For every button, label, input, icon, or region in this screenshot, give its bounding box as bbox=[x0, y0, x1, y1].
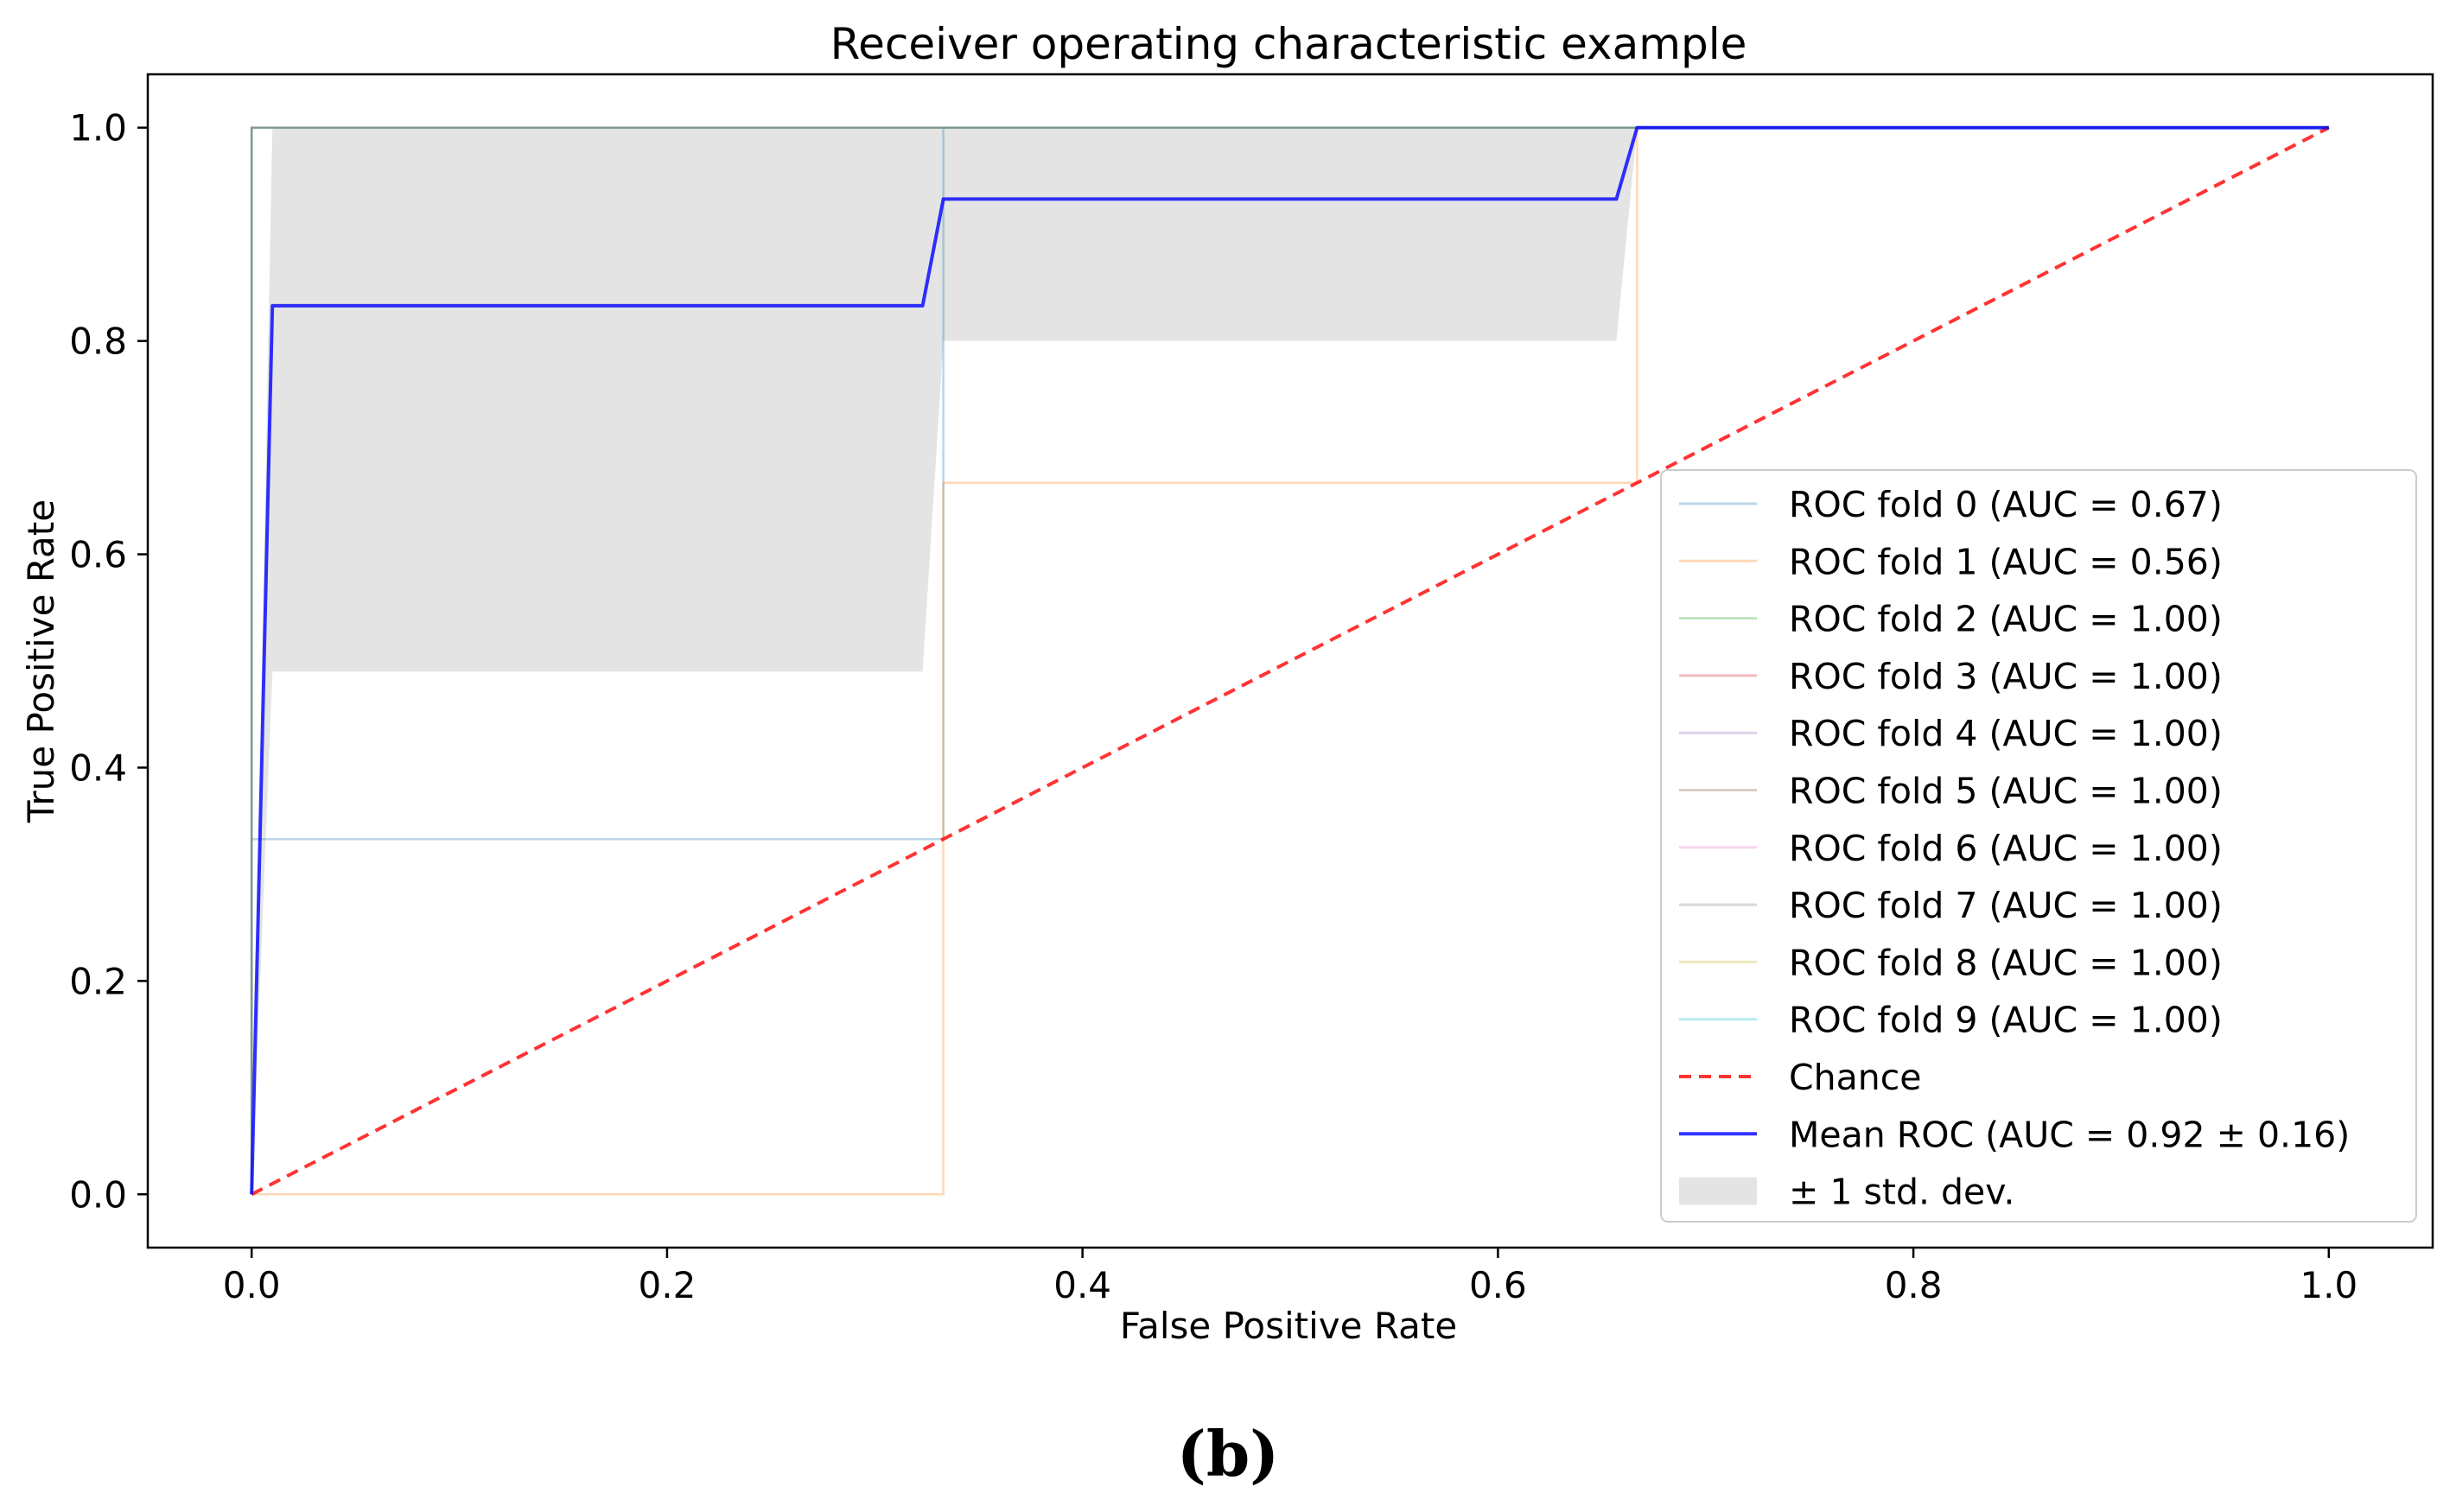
x-tick-label: 0.0 bbox=[223, 1264, 281, 1306]
legend-label: ROC fold 6 (AUC = 1.00) bbox=[1789, 828, 2223, 869]
x-tick-label: 0.6 bbox=[1469, 1264, 1527, 1306]
x-tick-label: 0.8 bbox=[1885, 1264, 1943, 1306]
legend-label: ROC fold 0 (AUC = 0.67) bbox=[1789, 484, 2223, 525]
y-tick-label: 1.0 bbox=[69, 107, 127, 149]
legend-label: ROC fold 5 (AUC = 1.00) bbox=[1789, 771, 2223, 812]
y-tick-label: 0.8 bbox=[69, 321, 127, 363]
y-tick-label: 0.0 bbox=[69, 1173, 127, 1216]
legend-label: ROC fold 4 (AUC = 1.00) bbox=[1789, 713, 2223, 754]
axes-frame bbox=[146, 73, 2434, 1249]
mean-roc-line bbox=[250, 125, 2329, 1195]
legend-handle-std-band bbox=[1679, 1177, 1757, 1205]
x-axis-label: False Positive Rate bbox=[1120, 1305, 1457, 1347]
legend-label: ROC fold 1 (AUC = 0.56) bbox=[1789, 541, 2223, 582]
legend: ROC fold 0 (AUC = 0.67) ROC fold 1 (AUC =… bbox=[1660, 469, 2417, 1223]
figure-caption: (b) bbox=[1176, 1417, 1280, 1490]
x-tick-label: 1.0 bbox=[2300, 1264, 2357, 1306]
legend-label: Chance bbox=[1789, 1057, 1922, 1098]
std-dev-band bbox=[251, 127, 2329, 1195]
legend-frame bbox=[1660, 469, 2417, 1223]
legend-label: ROC fold 3 (AUC = 1.00) bbox=[1789, 656, 2223, 697]
legend-label: ± 1 std. dev. bbox=[1789, 1172, 2014, 1213]
x-tick-label: 0.2 bbox=[639, 1264, 697, 1306]
chance-line bbox=[251, 125, 2330, 1197]
y-tick-label: 0.2 bbox=[69, 960, 127, 1002]
x-tick-label: 0.4 bbox=[1053, 1264, 1111, 1306]
legend-label: Mean ROC (AUC = 0.92 ± 0.16) bbox=[1789, 1114, 2350, 1155]
legend-label: ROC fold 7 (AUC = 1.00) bbox=[1789, 885, 2223, 926]
chart-title: Receiver operating characteristic exampl… bbox=[830, 19, 1747, 69]
legend-label: ROC fold 9 (AUC = 1.00) bbox=[1789, 1000, 2223, 1041]
y-axis-label: True Positive Rate bbox=[20, 499, 62, 823]
legend-label: ROC fold 8 (AUC = 1.00) bbox=[1789, 942, 2223, 983]
legend-label: ROC fold 2 (AUC = 1.00) bbox=[1789, 599, 2223, 640]
plot-area: 0.0 0.2 0.4 0.6 0.8 1.0 0.0 0.2 0.4 0.6 0.8 1.0 bbox=[69, 73, 2434, 1306]
y-tick-label: 0.4 bbox=[69, 746, 127, 789]
y-tick-label: 0.6 bbox=[69, 534, 127, 576]
